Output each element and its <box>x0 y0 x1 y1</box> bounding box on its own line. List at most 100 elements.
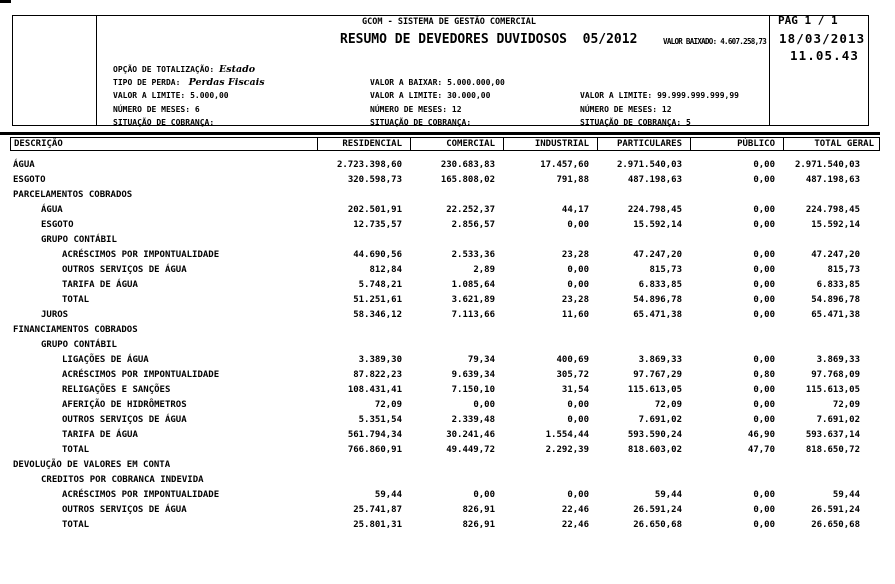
table-cell: 26.650,68 <box>633 520 682 530</box>
parameter-label: VALOR A LIMITE: <box>370 91 443 101</box>
row-label: ACRÉSCIMOS POR IMPONTUALIDADE <box>62 490 220 500</box>
table-cell: 49.449,72 <box>446 445 495 455</box>
row-label: TARIFA DE ÁGUA <box>62 430 138 440</box>
table-row: TOTAL 51.251,61 3.621,89 23,28 54.896,78 0,00… <box>10 293 880 308</box>
table-cell: 23,28 <box>561 250 589 260</box>
row-label: ESGOTO <box>13 175 46 185</box>
table-cell: 2,89 <box>473 265 495 275</box>
table-body: ÁGUA 2.723.398,60 230.683,83 17.457,60 2.971… <box>10 158 880 533</box>
table-cell: 593.637,14 <box>805 430 860 440</box>
table-cell: 2.856,57 <box>451 220 495 230</box>
row-label: JUROS <box>41 310 69 320</box>
table-cell <box>690 458 783 473</box>
table-cell <box>410 188 503 203</box>
parameter <box>580 76 863 89</box>
table-cell: 224.798,45 <box>805 205 860 215</box>
table-cell: 15.592,14 <box>811 220 860 230</box>
table-cell: 7.113,66 <box>451 310 495 320</box>
table-cell: 115.613,05 <box>627 385 682 395</box>
table-cell: 22,46 <box>561 520 589 530</box>
table-cell: 97.768,09 <box>811 370 860 380</box>
parameter-label: VALOR A BAIXAR: <box>370 78 443 88</box>
table-cell: 0,00 <box>753 220 775 230</box>
row-label: FINANCIAMENTOS COBRADOS <box>13 325 138 335</box>
table-header-row: DESCRIÇÃO RESIDENCIAL COMERCIAL INDUSTRIAL P… <box>10 137 880 151</box>
row-label: LIGAÇÕES DE ÁGUA <box>62 355 149 365</box>
column-header: PARTICULARES <box>598 138 691 150</box>
table-cell: 22,46 <box>561 505 589 515</box>
table-cell <box>783 188 880 203</box>
table-cell: 0,00 <box>473 400 495 410</box>
parameter-label: SITUAÇÃO DE COBRANÇA: <box>113 117 215 127</box>
table-cell: 826,91 <box>462 520 495 530</box>
parameter: SITUAÇÃO DE COBRANÇA: <box>370 116 580 129</box>
table-cell <box>597 473 690 488</box>
table-cell: 44.690,56 <box>353 250 402 260</box>
table-cell: 65.471,38 <box>633 310 682 320</box>
parameter: NÚMERO DE MESES: 12 <box>370 103 580 116</box>
table-row: TOTAL 766.860,91 49.449,72 2.292,39 818.603,… <box>10 443 880 458</box>
table-row: FINANCIAMENTOS COBRADOS <box>10 323 880 338</box>
row-label: TOTAL <box>62 445 90 455</box>
row-label: OUTROS SERVIÇOS DE ÁGUA <box>62 505 187 515</box>
row-label: ÁGUA <box>13 160 35 170</box>
table-cell: 7.691,02 <box>816 415 860 425</box>
table-top-rule <box>0 132 880 135</box>
parameter: VALOR A LIMITE: 99.999.999.999,99 <box>580 89 863 102</box>
table-cell: 7.691,02 <box>638 415 682 425</box>
table-cell: 26.650,68 <box>811 520 860 530</box>
table-cell <box>410 473 503 488</box>
column-header: INDUSTRIAL <box>504 138 598 150</box>
table-cell: 2.971.540,03 <box>794 160 860 170</box>
table-row: TARIFA DE ÁGUA 561.794,34 30.241,46 1.554,4… <box>10 428 880 443</box>
table-row: ACRÉSCIMOS POR IMPONTUALIDADE 59,44 0,00 0,… <box>10 488 880 503</box>
table-cell: 26.591,24 <box>633 505 682 515</box>
table-cell <box>597 338 690 353</box>
table-cell: 593.590,24 <box>627 430 682 440</box>
table-cell: 22.252,37 <box>446 205 495 215</box>
parameter-value: 12 <box>661 104 672 114</box>
table-cell: 0,00 <box>753 250 775 260</box>
row-label: TOTAL <box>62 295 90 305</box>
parameter-value: Perdas Fiscais <box>185 77 265 89</box>
table-cell <box>503 233 597 248</box>
table-row: OUTROS SERVIÇOS DE ÁGUA 812,84 2,89 0,00 815… <box>10 263 880 278</box>
table-cell <box>317 473 410 488</box>
header-divider <box>96 16 97 125</box>
table-cell: 26.591,24 <box>811 505 860 515</box>
table-cell: 0,00 <box>567 280 589 290</box>
table-cell: 165.808,02 <box>440 175 495 185</box>
table-cell: 487.198,63 <box>805 175 860 185</box>
table-cell <box>410 458 503 473</box>
table-row: ÁGUA 202.501,91 22.252,37 44,17 224.798,45 0,… <box>10 203 880 218</box>
table-cell: 25.801,31 <box>353 520 402 530</box>
table-row: ÁGUA 2.723.398,60 230.683,83 17.457,60 2.971… <box>10 158 880 173</box>
parameter: VALOR A LIMITE: 30.000,00 <box>370 89 580 102</box>
table-cell: 58.346,12 <box>353 310 402 320</box>
table-cell: 0,00 <box>753 295 775 305</box>
parameter: VALOR A BAIXAR: 5.000.000,00 <box>370 76 580 89</box>
table-cell: 23,28 <box>561 295 589 305</box>
table-cell: 65.471,38 <box>811 310 860 320</box>
table-cell: 0,00 <box>753 310 775 320</box>
row-label: PARCELAMENTOS COBRADOS <box>13 190 133 200</box>
table-cell: 59,44 <box>654 490 682 500</box>
table-cell: 815,73 <box>649 265 682 275</box>
table-cell: 3.869,33 <box>816 355 860 365</box>
table-cell: 818.650,72 <box>805 445 860 455</box>
table-cell: 826,91 <box>462 505 495 515</box>
parameter-value: 5 <box>685 117 691 127</box>
parameter: VALOR A LIMITE: 5.000,00 <box>113 89 370 102</box>
table-cell <box>317 338 410 353</box>
table-cell: 0,00 <box>753 385 775 395</box>
table-row: OUTROS SERVIÇOS DE ÁGUA 25.741,87 826,91 22… <box>10 503 880 518</box>
parameter-label: SITUAÇÃO DE COBRANÇA: <box>580 117 682 127</box>
parameter-value: 5.000.000,00 <box>447 78 505 88</box>
table-cell <box>783 323 880 338</box>
table-cell: 0,00 <box>753 280 775 290</box>
row-label: ESGOTO <box>41 220 74 230</box>
header-divider <box>769 16 770 125</box>
table-cell <box>597 188 690 203</box>
table-cell: 320.598,73 <box>347 175 402 185</box>
parameter-value: 6 <box>194 104 200 114</box>
